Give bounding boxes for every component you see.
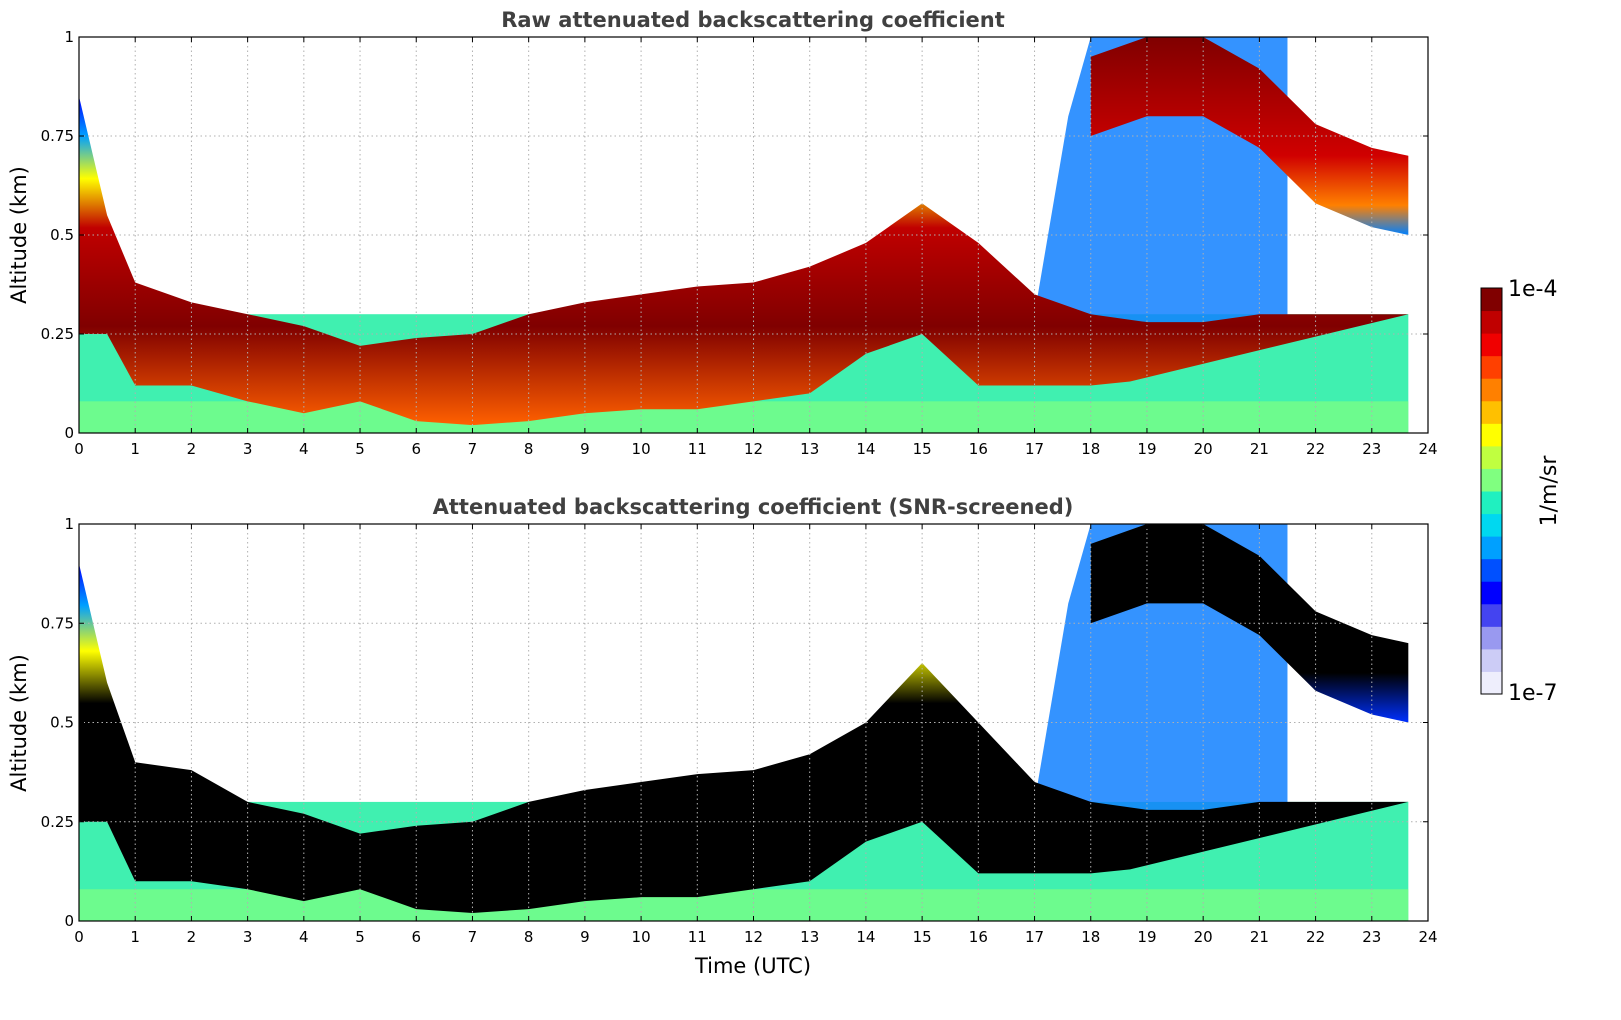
x-tick-label: 6 <box>411 440 421 458</box>
colorbar-step <box>1481 671 1502 695</box>
x-tick-label: 11 <box>688 928 707 946</box>
colorbar-step <box>1481 558 1502 582</box>
x-tick-label: 23 <box>1362 928 1381 946</box>
panel-raw: Raw attenuated backscattering coefficien… <box>7 8 1438 458</box>
x-tick-label: 3 <box>243 928 253 946</box>
colorbar-step <box>1481 536 1502 560</box>
y-tick-label: 1 <box>64 28 74 46</box>
x-tick-label: 18 <box>1081 928 1100 946</box>
colorbar-step <box>1481 626 1502 650</box>
x-tick-label: 9 <box>580 928 590 946</box>
x-tick-label: 24 <box>1418 440 1437 458</box>
grid <box>78 36 1429 434</box>
y-tick-label: 0 <box>64 424 74 442</box>
x-tick-label: 21 <box>1250 928 1269 946</box>
x-tick-label: 8 <box>524 440 534 458</box>
chart-title: Raw attenuated backscattering coefficien… <box>501 8 1005 32</box>
x-tick-label: 0 <box>74 928 84 946</box>
x-tick-label: 22 <box>1306 440 1325 458</box>
x-tick-label: 20 <box>1194 440 1213 458</box>
colorbar: 1e-4 1e-7 1/m/sr <box>1480 277 1562 706</box>
colorbar-step <box>1481 333 1502 357</box>
colorbar-step <box>1481 445 1502 469</box>
x-tick-label: 2 <box>187 928 197 946</box>
x-tick-label: 0 <box>74 440 84 458</box>
x-tick-label: 5 <box>355 928 365 946</box>
x-tick-label: 19 <box>1137 928 1156 946</box>
y-tick-label: 0.25 <box>41 325 74 343</box>
colorbar-step <box>1481 603 1502 627</box>
colorbar-frame <box>1480 287 1503 695</box>
x-tick-label: 8 <box>524 928 534 946</box>
x-tick-label: 12 <box>744 928 763 946</box>
y-axis-label: Altitude (km) <box>7 654 31 792</box>
x-tick-label: 18 <box>1081 440 1100 458</box>
x-ticks: 0 1 2 3 4 5 6 7 8 9 10 11 12 13 14 15 16 17 18 19 20 21 22 23 24 <box>74 524 1438 946</box>
colorbar-step <box>1481 468 1502 492</box>
x-tick-label: 1 <box>130 928 140 946</box>
boundary-layer-cloud <box>79 96 1409 426</box>
colorbar-step <box>1481 378 1502 402</box>
x-axis-label: Time (UTC) <box>694 954 811 978</box>
boundary-layer-cloud <box>79 563 1409 914</box>
y-tick-label: 0.5 <box>50 714 74 732</box>
x-tick-label: 22 <box>1306 928 1325 946</box>
y-tick-label: 1 <box>64 515 74 533</box>
colorbar-step <box>1481 648 1502 672</box>
x-tick-label: 3 <box>243 440 253 458</box>
colorbar-step <box>1481 581 1502 605</box>
y-tick-label: 0 <box>64 912 74 930</box>
colorbar-min-label: 1e-7 <box>1508 681 1557 706</box>
x-tick-label: 11 <box>688 440 707 458</box>
y-axis-label: Altitude (km) <box>7 166 31 304</box>
x-tick-label: 14 <box>856 928 875 946</box>
x-tick-label: 7 <box>468 928 478 946</box>
colorbar-step <box>1481 491 1502 515</box>
colorbar-steps <box>1481 288 1502 695</box>
x-tick-label: 13 <box>800 440 819 458</box>
x-tick-label: 15 <box>913 928 932 946</box>
y-tick-label: 0.5 <box>50 226 74 244</box>
y-ticks: 0 0.25 0.5 0.75 1 <box>41 515 1428 930</box>
x-tick-label: 10 <box>632 928 651 946</box>
y-tick-label: 0.25 <box>41 813 74 831</box>
x-tick-label: 16 <box>969 440 988 458</box>
x-tick-label: 2 <box>187 440 197 458</box>
x-tick-label: 20 <box>1194 928 1213 946</box>
colorbar-step <box>1481 355 1502 379</box>
x-tick-label: 17 <box>1025 928 1044 946</box>
y-tick-label: 0.75 <box>41 127 74 145</box>
x-tick-label: 9 <box>580 440 590 458</box>
panel-screened: Attenuated backscattering coefficient (S… <box>7 495 1438 978</box>
colorbar-step <box>1481 310 1502 334</box>
colorbar-max-label: 1e-4 <box>1508 277 1557 302</box>
x-tick-label: 4 <box>299 928 309 946</box>
chart-title: Attenuated backscattering coefficient (S… <box>433 495 1074 519</box>
colorbar-step <box>1481 513 1502 537</box>
y-tick-label: 0.75 <box>41 614 74 632</box>
x-tick-label: 17 <box>1025 440 1044 458</box>
x-tick-label: 15 <box>913 440 932 458</box>
x-tick-label: 5 <box>355 440 365 458</box>
x-ticks: 0 1 2 3 4 5 6 7 8 9 10 11 12 13 14 15 16 17 18 19 20 21 22 23 24 <box>74 37 1438 458</box>
y-ticks: 0 0.25 0.5 0.75 1 <box>41 28 1428 442</box>
x-tick-label: 19 <box>1137 440 1156 458</box>
x-tick-label: 4 <box>299 440 309 458</box>
x-tick-label: 23 <box>1362 440 1381 458</box>
x-tick-label: 16 <box>969 928 988 946</box>
colorbar-unit-label: 1/m/sr <box>1537 455 1562 527</box>
x-tick-label: 12 <box>744 440 763 458</box>
x-tick-label: 10 <box>632 440 651 458</box>
x-tick-label: 21 <box>1250 440 1269 458</box>
colorbar-step <box>1481 288 1502 312</box>
x-tick-label: 1 <box>130 440 140 458</box>
x-tick-label: 7 <box>468 440 478 458</box>
colorbar-step <box>1481 423 1502 447</box>
x-tick-label: 14 <box>856 440 875 458</box>
colorbar-step <box>1481 400 1502 424</box>
x-tick-label: 13 <box>800 928 819 946</box>
x-tick-label: 24 <box>1418 928 1437 946</box>
x-tick-label: 6 <box>411 928 421 946</box>
